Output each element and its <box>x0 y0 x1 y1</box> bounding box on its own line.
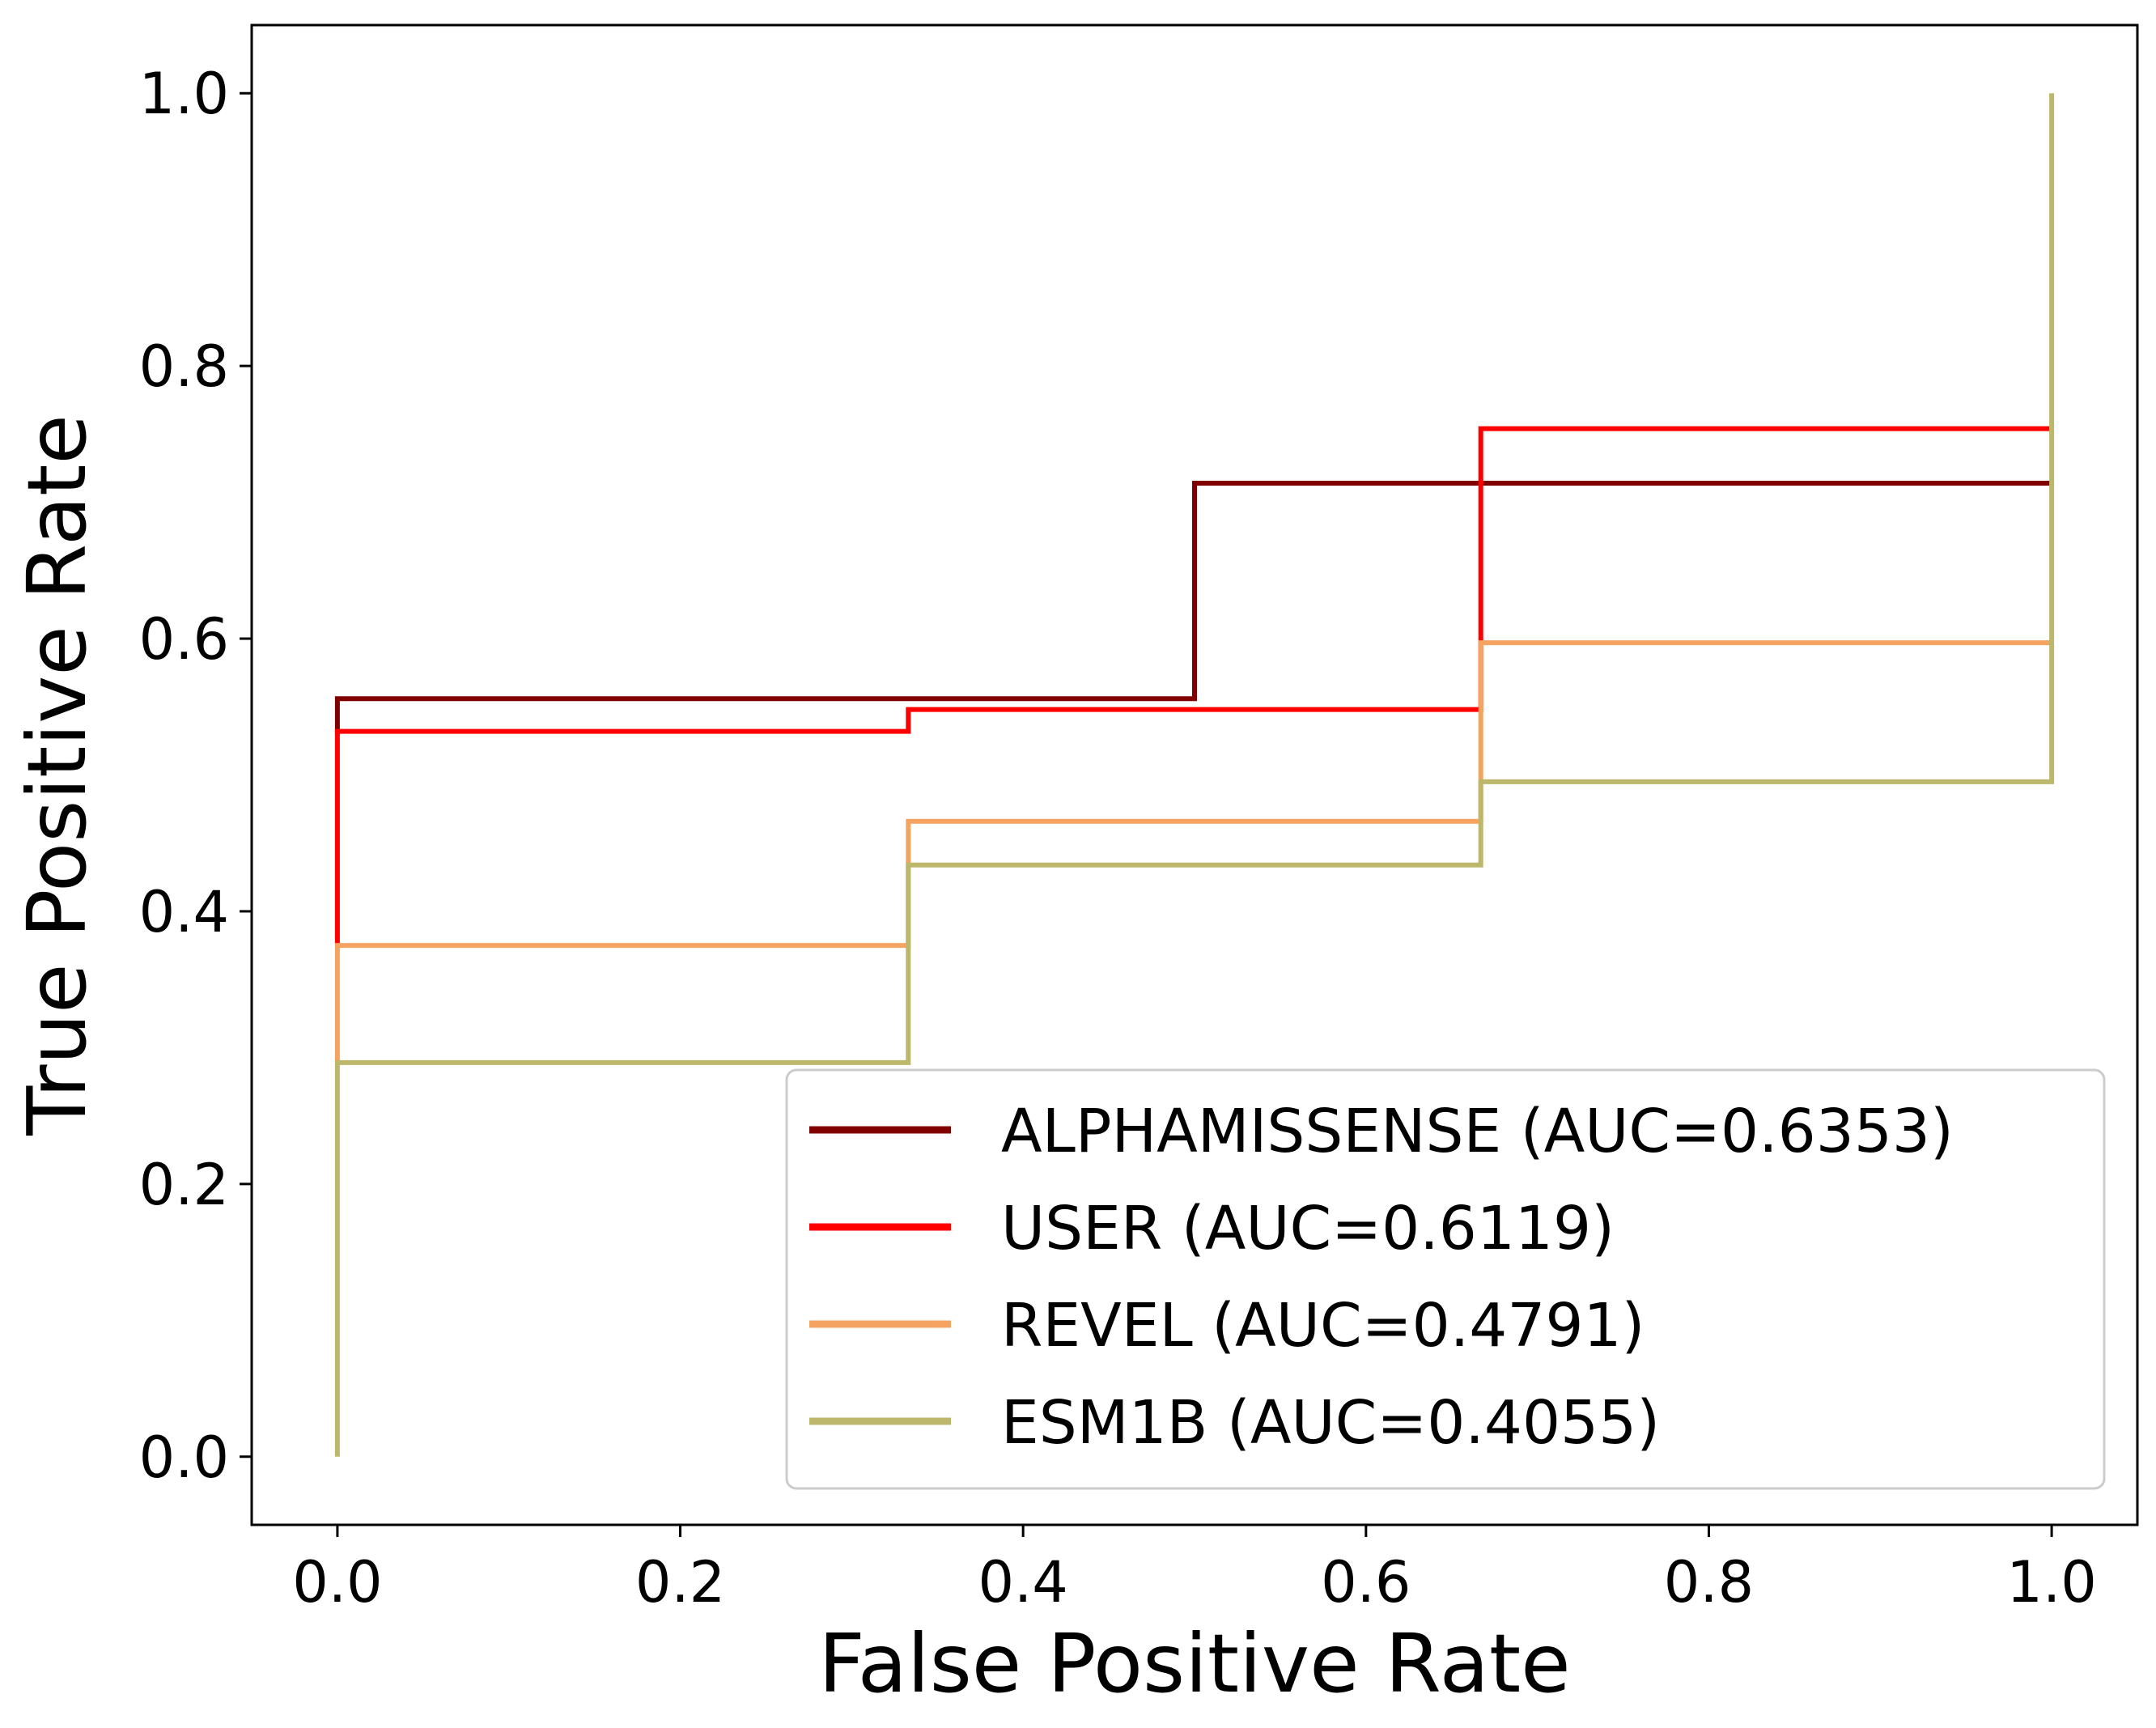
x-tick-label: 0.8 <box>1664 1549 1754 1615</box>
legend: ALPHAMISSENSE (AUC=0.6353) USER (AUC=0.61… <box>785 1068 2106 1490</box>
y-tick-label: 0.6 <box>139 606 229 673</box>
x-tick-label: 0.6 <box>1321 1549 1411 1615</box>
y-tick-label: 0.0 <box>139 1424 229 1491</box>
series-line-1 <box>334 426 2052 946</box>
x-axis-label: False Positive Rate <box>818 1616 1570 1711</box>
legend-box <box>785 1068 2106 1490</box>
legend-label: REVEL (AUC=0.4791) <box>1001 1291 1645 1361</box>
y-tick-label: 0.8 <box>139 333 229 400</box>
y-axis-label: True Positive Rate <box>10 414 104 1136</box>
series-layer <box>334 93 2055 1457</box>
plot-frame <box>250 23 2139 1526</box>
y-tick-label: 0.4 <box>139 879 229 945</box>
y-axis-ticks: 0.0 0.2 0.4 0.6 0.8 1.0 <box>139 61 252 1491</box>
legend-label: ALPHAMISSENSE (AUC=0.6353) <box>1001 1097 1954 1166</box>
y-tick-label: 1.0 <box>139 61 229 127</box>
x-tick-label: 0.2 <box>635 1549 725 1615</box>
series-line-3 <box>334 93 2055 1457</box>
legend-label: USER (AUC=0.6119) <box>1001 1194 1615 1263</box>
legend-label: ESM1B (AUC=0.4055) <box>1001 1388 1660 1458</box>
series-line-2 <box>334 640 2052 1062</box>
x-tick-label: 1.0 <box>2006 1549 2096 1615</box>
y-tick-label: 0.2 <box>139 1152 229 1218</box>
x-tick-label: 0.4 <box>978 1549 1068 1615</box>
x-axis-ticks: 0.0 0.2 0.4 0.6 0.8 1.0 <box>292 1525 2097 1615</box>
x-tick-label: 0.0 <box>292 1549 382 1615</box>
